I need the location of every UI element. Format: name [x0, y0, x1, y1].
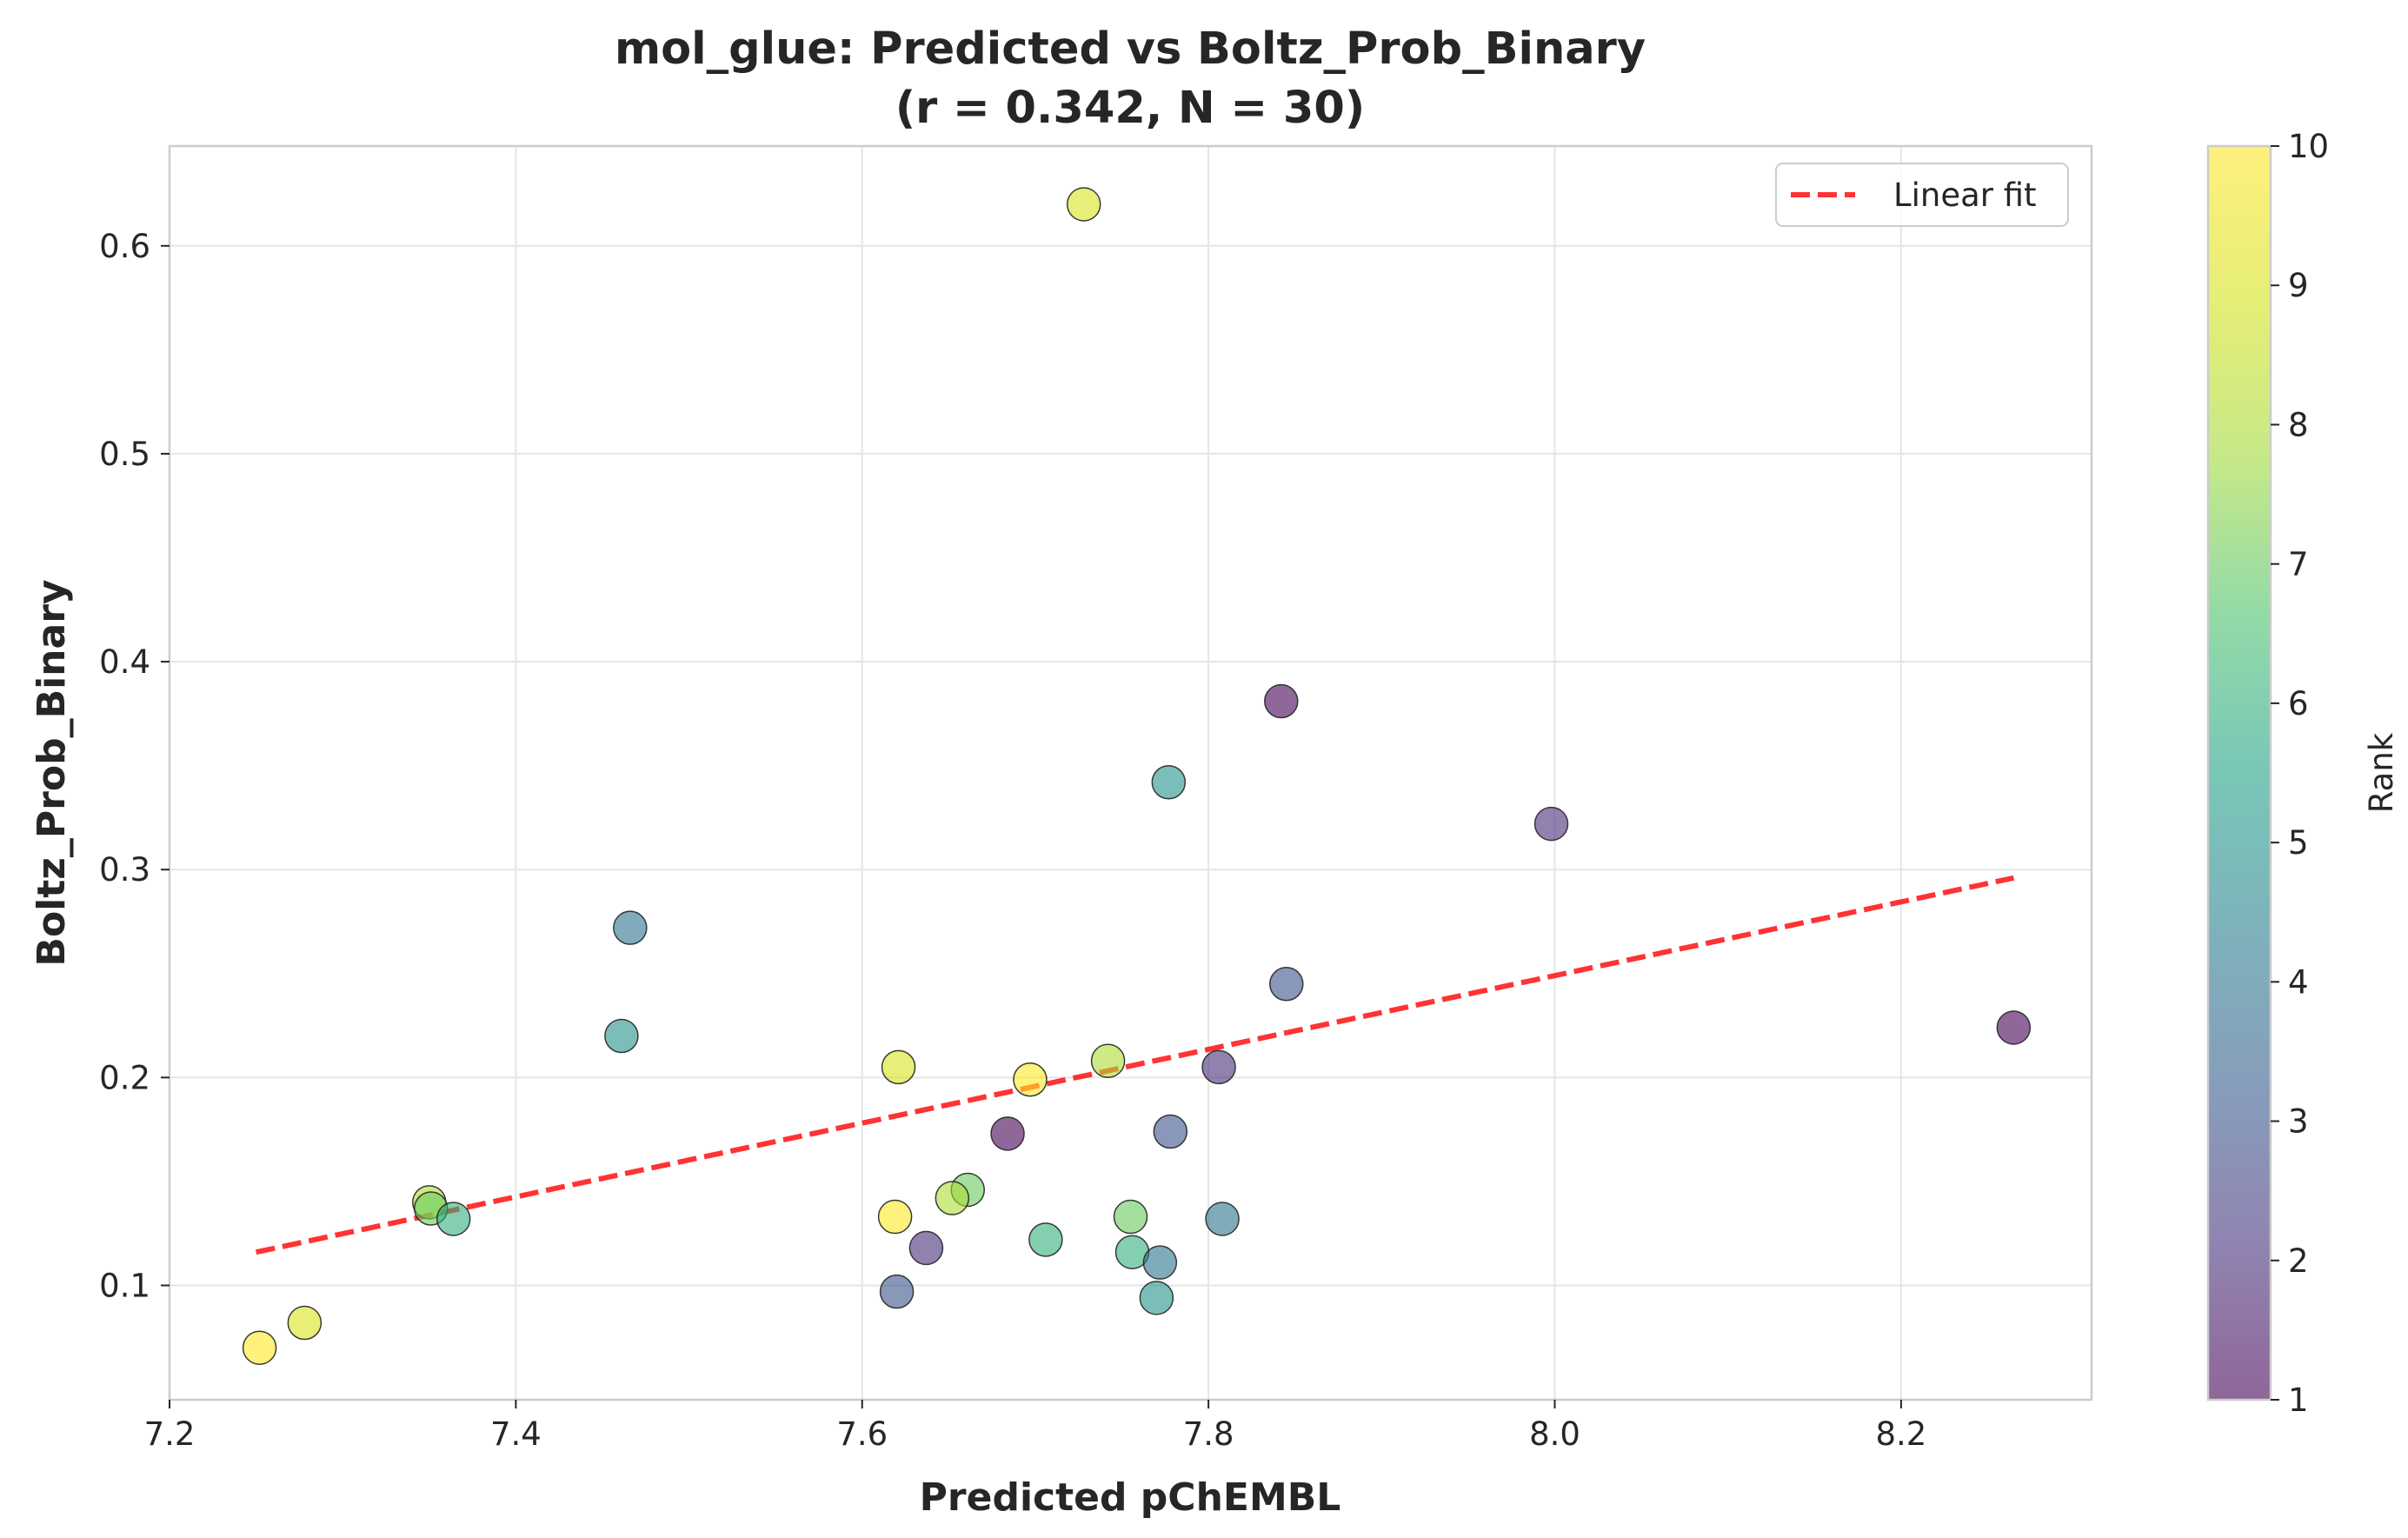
colorbar-tick-label: 2 [2288, 1242, 2309, 1280]
scatter-point [908, 1230, 944, 1266]
colorbar-tick-label: 1 [2288, 1382, 2309, 1419]
scatter-point [1269, 966, 1304, 1002]
scatter-point [1996, 1010, 2032, 1045]
y-tick-label: 0.6 [99, 228, 150, 265]
plot-frame [168, 144, 2093, 1402]
scatter-point [1113, 1199, 1148, 1235]
scatter-point [877, 1199, 913, 1235]
colorbar-label: Rank [2363, 732, 2400, 813]
colorbar: 1 2 3 4 5 6 7 8 9 10 Rank [2206, 128, 2400, 1419]
scatter-point [879, 1274, 915, 1309]
y-axis-ticks: 0.1 0.2 0.3 0.4 0.5 0.6 [99, 228, 170, 1304]
colorbar-tick-label: 4 [2288, 963, 2309, 1001]
scatter-point [287, 1305, 323, 1341]
grid [169, 146, 2092, 1400]
scatter-point [1151, 765, 1187, 800]
scatter-point [1142, 1245, 1178, 1280]
x-tick-label: 7.6 [836, 1415, 888, 1453]
scatter-point [1066, 187, 1101, 222]
colorbar-tick-label: 8 [2288, 406, 2309, 443]
scatter-point [1205, 1202, 1240, 1236]
legend-label-linear-fit: Linear fit [1893, 176, 2037, 214]
y-tick-label: 0.2 [99, 1059, 150, 1096]
y-tick-label: 0.3 [99, 851, 150, 889]
scatter-point [1264, 683, 1299, 719]
colorbar-tick-label: 9 [2288, 267, 2309, 304]
plot-area [170, 146, 2092, 1400]
linear-fit-line [255, 875, 2014, 1255]
scatter-point [935, 1181, 970, 1215]
x-tick-label: 7.8 [1183, 1415, 1234, 1453]
x-axis-label: Predicted pChEMBL [920, 1475, 1341, 1520]
x-axis-ticks: 7.2 7.4 7.6 7.8 8.0 8.2 [144, 1400, 1926, 1453]
scatter-point [990, 1116, 1025, 1151]
scatter-point [881, 1049, 916, 1085]
x-tick-label: 7.2 [144, 1415, 196, 1453]
scatter-point [436, 1202, 471, 1236]
colorbar-tick-label: 3 [2288, 1103, 2309, 1141]
x-tick-label: 8.0 [1529, 1415, 1580, 1453]
scatter-point [1139, 1281, 1174, 1315]
scatter-point [1153, 1114, 1188, 1149]
x-tick-label: 8.2 [1875, 1415, 1926, 1453]
colorbar-tick-label: 10 [2288, 128, 2329, 165]
colorbar-tick-label: 7 [2288, 546, 2309, 583]
colorbar-gradient [2208, 146, 2271, 1400]
chart-title-line1: mol_glue: Predicted vs Boltz_Prob_Binary [615, 23, 1646, 75]
colorbar-ticks: 1 2 3 4 5 6 7 8 9 10 [2271, 128, 2329, 1419]
legend: Linear fit [1775, 163, 2069, 227]
scatter-point [1013, 1062, 1048, 1097]
y-tick-label: 0.5 [99, 436, 150, 473]
colorbar-tick-label: 5 [2288, 824, 2309, 862]
scatter-point [1028, 1222, 1063, 1257]
scatter-point [613, 910, 648, 945]
scatter-point [604, 1018, 639, 1054]
chart-title-line2: (r = 0.342, N = 30) [895, 83, 1365, 134]
legend-box [1775, 163, 2069, 227]
colorbar-tick-label: 6 [2288, 685, 2309, 722]
scatter-point [1201, 1049, 1236, 1085]
y-tick-label: 0.4 [99, 643, 150, 681]
y-tick-label: 0.1 [99, 1267, 150, 1304]
colorbar-frame [2206, 144, 2272, 1402]
scatter-point [1533, 806, 1569, 842]
y-axis-label: Boltz_Prob_Binary [30, 579, 74, 966]
x-tick-label: 7.4 [490, 1415, 542, 1453]
scatter-point [242, 1330, 277, 1365]
scatter-point [1090, 1043, 1126, 1078]
data-points [242, 187, 2032, 1365]
